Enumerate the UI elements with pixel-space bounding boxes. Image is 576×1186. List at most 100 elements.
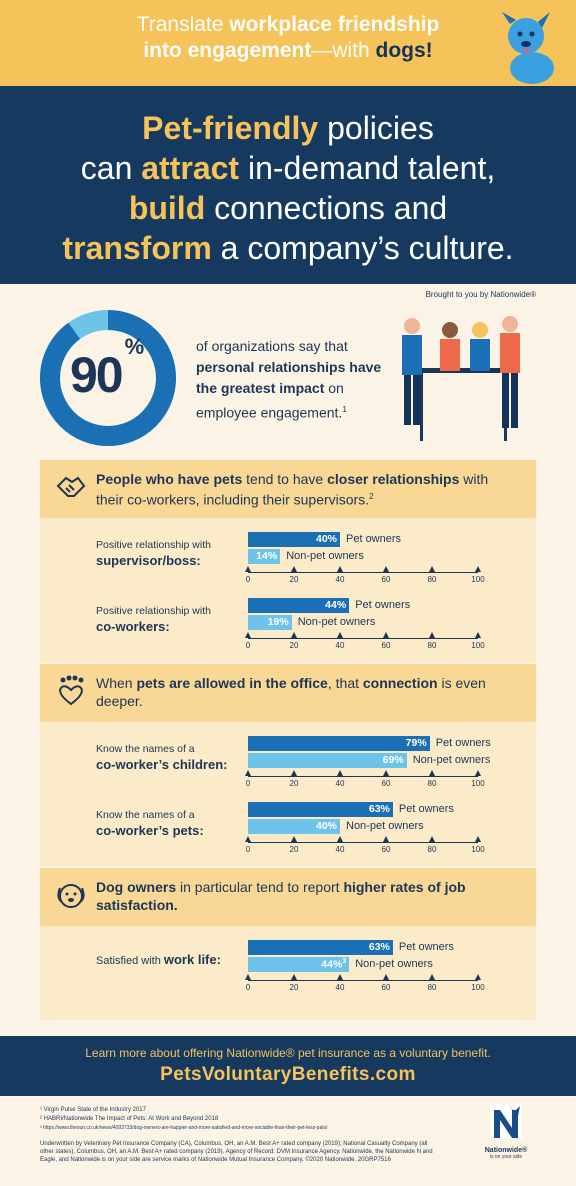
axis-tick <box>337 974 343 980</box>
tick-label: 80 <box>427 983 437 992</box>
axis-tick <box>291 974 297 980</box>
chart-label: Positive relationship with co-workers: <box>96 605 211 634</box>
bar-value-label: 19% <box>267 616 289 628</box>
tick-label: 100 <box>471 641 485 650</box>
tick-label: 40 <box>335 575 345 584</box>
paw-heart-icon <box>59 675 84 706</box>
non-pet-owners-bar: 19% <box>248 615 292 630</box>
axis-tick <box>291 566 297 572</box>
bar-value-label: 79% <box>405 737 427 749</box>
pet-owners-bar: 63% <box>248 802 393 817</box>
tick-label: 100 <box>471 779 485 788</box>
pet-owners-bar: 44% <box>248 598 350 613</box>
x-axis <box>248 776 478 777</box>
axis-tick <box>429 974 435 980</box>
tick-label: 0 <box>245 983 251 992</box>
tick-label: 60 <box>381 983 391 992</box>
axis-tick <box>383 770 389 776</box>
legend-label: Pet owners <box>435 737 491 749</box>
axis-tick <box>429 632 435 638</box>
axis-tick <box>475 770 481 776</box>
tick-label: 0 <box>245 845 251 854</box>
tick-label: 20 <box>289 575 299 584</box>
axis-tick <box>291 632 297 638</box>
bar-value-label: 69% <box>382 754 404 766</box>
axis-tick <box>245 632 251 638</box>
tick-label: 0 <box>245 779 251 788</box>
axis-tick <box>337 770 343 776</box>
axis-tick <box>429 836 435 842</box>
legend-label: Non-pet owners <box>412 754 491 766</box>
tick-label: 60 <box>381 845 391 854</box>
cta-link[interactable]: PetsVoluntaryBenefits.com <box>160 1064 416 1085</box>
axis-tick <box>383 632 389 638</box>
legend-label: Pet owners <box>398 941 454 953</box>
bar-value-label: 63% <box>368 941 390 953</box>
section2-text: When pets are allowed in the office, tha… <box>96 675 486 709</box>
coworkers-illustration <box>402 316 520 441</box>
tick-label: 0 <box>245 641 251 650</box>
tick-label: 100 <box>471 983 485 992</box>
axis-tick <box>383 836 389 842</box>
bar-value-label: 14% <box>256 550 278 562</box>
tick-label: 60 <box>381 575 391 584</box>
section1-header: People who have pets tend to have closer… <box>40 460 536 518</box>
top-banner: Translate workplace friendship into enga… <box>0 0 576 86</box>
axis-tick <box>337 632 343 638</box>
legend-label: Pet owners <box>355 599 411 611</box>
bar-value-label: 44% <box>325 599 347 611</box>
banner-title: Translate workplace friendship into enga… <box>136 13 440 62</box>
tick-label: 100 <box>471 575 485 584</box>
legend-label: Non-pet owners <box>297 616 376 628</box>
tick-label: 20 <box>289 845 299 854</box>
tick-label: 20 <box>289 641 299 650</box>
axis-tick <box>475 974 481 980</box>
footnote-2: ² HABRI/Nationwide The Impact of Pets: A… <box>40 1116 219 1122</box>
axis-tick <box>475 632 481 638</box>
hero-heading: Pet-friendly policies can attract in-dem… <box>62 110 514 266</box>
dog-face-icon <box>57 884 85 908</box>
pet-owners-bar: 40% <box>248 532 340 547</box>
stat-text: of organizations say that personal relat… <box>196 338 382 421</box>
tick-label: 0 <box>245 575 251 584</box>
tick-label: 80 <box>427 641 437 650</box>
x-axis <box>248 638 478 639</box>
footnote-1: ¹ Virgin Pulse State of the Industry 201… <box>40 1107 146 1113</box>
legend-label: Pet owners <box>398 803 454 815</box>
pet-owners-bar: 79% <box>248 736 430 751</box>
percent-donut <box>40 310 176 446</box>
tick-label: 80 <box>427 845 437 854</box>
tick-label: 20 <box>289 779 299 788</box>
x-axis <box>248 842 478 843</box>
axis-tick <box>429 566 435 572</box>
tick-label: 40 <box>335 779 345 788</box>
nationwide-logo: Nationwide® is on your side <box>476 1100 536 1160</box>
axis-tick <box>291 770 297 776</box>
bar-value-label: 44%3 <box>321 958 347 971</box>
legend-label: Non-pet owners <box>286 550 364 562</box>
axis-tick <box>383 974 389 980</box>
axis-tick <box>383 566 389 572</box>
axis-tick <box>291 836 297 842</box>
tick-label: 40 <box>335 641 345 650</box>
axis-tick <box>245 770 251 776</box>
chart-label: Know the names of a co-worker’s children: <box>96 743 228 772</box>
cta-text: Learn more about offering Nationwide® pe… <box>85 1046 491 1060</box>
non-pet-owners-bar: 40% <box>248 819 340 834</box>
tick-label: 40 <box>335 983 345 992</box>
non-pet-owners-bar: 69% <box>248 753 407 768</box>
hero-section: Pet-friendly policies can attract in-dem… <box>0 86 576 284</box>
chart-label: Satisfied with work life: <box>96 952 221 967</box>
footnote-3[interactable]: ³ https://www.thesun.co.uk/news/4093733/… <box>40 1125 328 1131</box>
dog-icon <box>502 12 554 84</box>
non-pet-owners-bar: 44%3 <box>248 957 350 972</box>
tick-label: 80 <box>427 575 437 584</box>
chart-label: Positive relationship with supervisor/bos… <box>96 539 211 568</box>
legend-label: Non-pet owners <box>355 958 433 970</box>
axis-tick <box>475 836 481 842</box>
axis-tick <box>337 566 343 572</box>
legal-text: Underwritten by Veterinary Pet Insurance… <box>40 1141 433 1163</box>
tick-label: 60 <box>381 779 391 788</box>
bar-value-label: 63% <box>368 803 390 815</box>
handshake-icon <box>56 476 86 497</box>
